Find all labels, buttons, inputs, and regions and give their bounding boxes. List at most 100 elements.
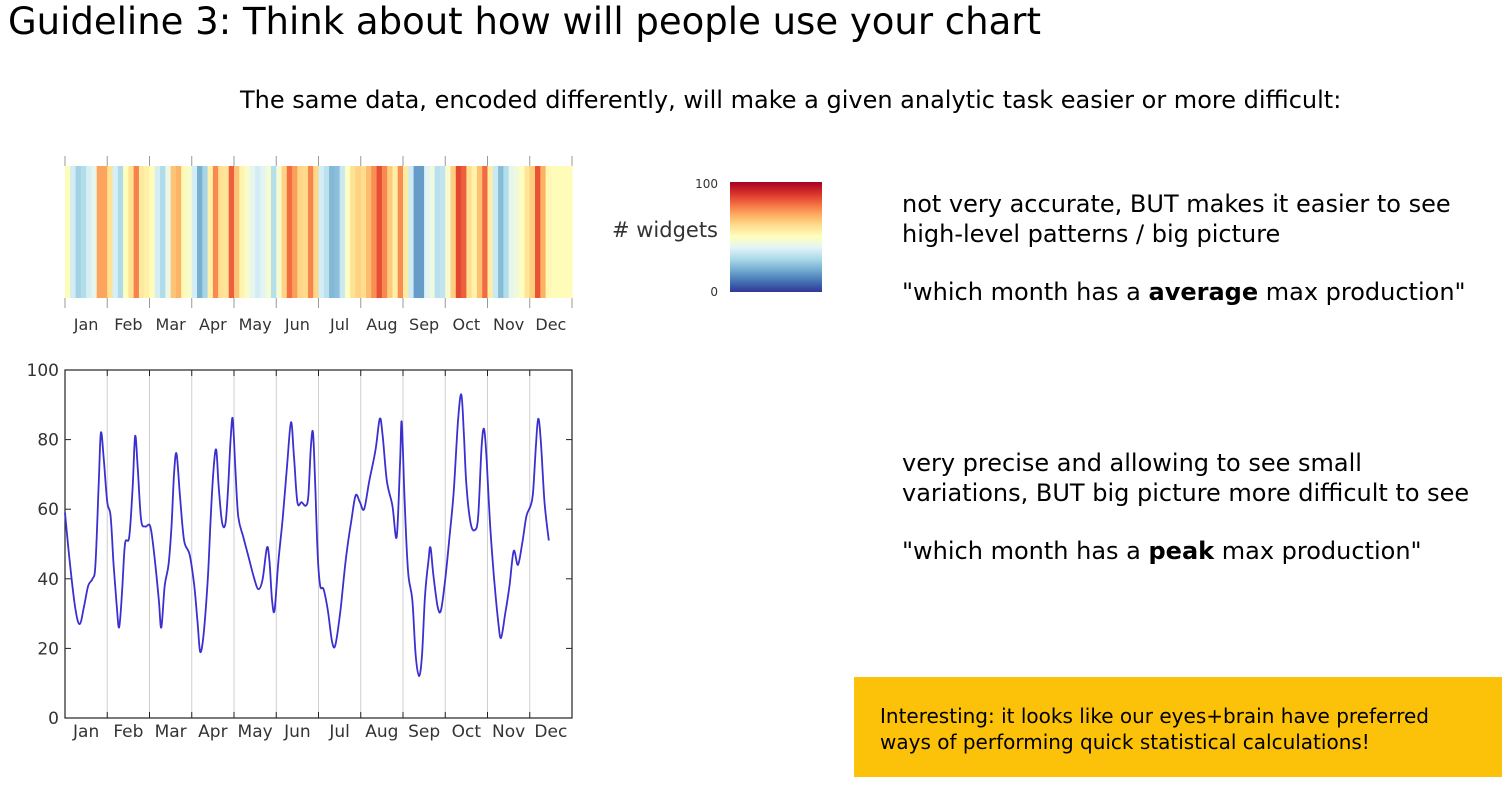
slide-title: Guideline 3: Think about how will people…	[8, 0, 1041, 43]
heatmap-stripe	[218, 166, 225, 298]
heatmap-stripe	[413, 166, 420, 298]
heatmap-stripe	[160, 166, 166, 298]
line-question-keyword: peak	[1148, 537, 1215, 565]
heatmap-stripe	[313, 166, 320, 298]
heatmap-stripe	[117, 166, 124, 298]
heatmap-stripe	[350, 166, 357, 298]
heatmap-month-label: Feb	[114, 315, 142, 334]
x-month-label: Aug	[365, 722, 398, 742]
heatmap-stripe	[91, 166, 98, 298]
heatmap-stripe	[492, 166, 499, 298]
heatmap-month-label: Aug	[366, 315, 397, 334]
heatmap-stripe	[186, 166, 193, 298]
heatmap-stripe	[80, 166, 87, 298]
heatmap-stripe	[397, 166, 404, 298]
heatmap-month-label: Nov	[493, 315, 524, 334]
heatmap-stripe	[339, 166, 346, 298]
heatmap-stripe	[461, 166, 467, 298]
heatmap-stripe	[540, 166, 547, 298]
colorbar: 100 0 # widgets	[612, 177, 822, 299]
heatmap-stripe	[181, 166, 188, 298]
line-question: "which month has a peak max production"	[902, 537, 1422, 565]
heatmap-stripe	[503, 166, 510, 298]
heatmap-stripe	[439, 166, 446, 298]
heatmap-stripe	[387, 166, 394, 298]
x-month-label: Apr	[198, 722, 227, 742]
heatmap-stripe	[212, 166, 219, 298]
heatmap-stripe	[408, 166, 415, 298]
heatmap-month-label: Apr	[199, 315, 227, 334]
heatmap-stripe	[381, 166, 388, 298]
heatmap-stripe	[371, 166, 378, 298]
x-month-label: Nov	[492, 722, 525, 742]
heatmap-stripe	[392, 166, 399, 298]
heatmap-stripe	[366, 166, 372, 298]
heatmap-stripe	[265, 166, 272, 298]
heatmap-stripe	[334, 166, 341, 298]
colorbar-min-label: 0	[710, 285, 718, 299]
line-note-line-2: variations, BUT big picture more difficu…	[902, 479, 1470, 507]
heatmap-stripe	[566, 166, 573, 298]
heatmap-stripe	[202, 166, 209, 298]
heatmap-month-label: Jul	[329, 315, 349, 334]
heatmap-stripe	[482, 166, 489, 298]
heatmap-stripe	[297, 166, 304, 298]
heatmap-stripe	[107, 166, 114, 298]
heatmap-stripe	[513, 166, 520, 298]
heatmap-stripe	[323, 166, 330, 298]
colorbar-gradient	[730, 182, 822, 292]
heatmap-stripe	[133, 166, 140, 298]
heatmap-stripe	[144, 166, 151, 298]
y-tick-label: 60	[37, 500, 59, 520]
heatmap-stripe	[70, 166, 77, 298]
heatmap-stripe	[476, 166, 483, 298]
heatmap-stripe	[344, 166, 351, 298]
heatmap-stripe	[65, 166, 71, 298]
callout-line-2: ways of performing quick statistical cal…	[880, 730, 1370, 754]
insight-callout: Interesting: it looks like our eyes+brai…	[854, 677, 1502, 777]
heatmap-stripe	[434, 166, 441, 298]
y-tick-label: 100	[27, 361, 59, 381]
heatmap-stripe	[239, 166, 246, 298]
heatmap-stripe	[519, 166, 526, 298]
heatmap-stripe	[86, 166, 93, 298]
heatmap-stripe	[270, 166, 277, 298]
heatmap-stripe	[138, 166, 145, 298]
heatmap-stripe	[318, 166, 325, 298]
line-note-line-1: very precise and allowing to see small	[902, 449, 1362, 477]
heatmap-stripe	[165, 166, 172, 298]
heatmap-stripe	[276, 166, 283, 298]
heatmap-stripe	[487, 166, 494, 298]
x-month-label: Jan	[72, 722, 99, 742]
heatmap-stripe	[286, 166, 293, 298]
heatmap-stripe	[101, 166, 108, 298]
heatmap-stripe	[498, 166, 504, 298]
heatmap-stripe	[207, 166, 214, 298]
heatmap-month-label: Jan	[73, 315, 99, 334]
heatmap-question-keyword: average	[1148, 278, 1259, 306]
x-month-label: Mar	[155, 722, 187, 742]
heatmap-month-label: Dec	[535, 315, 566, 334]
heatmap-stripe	[128, 166, 135, 298]
heatmap-stripe	[524, 166, 531, 298]
heatmap-note-line-1: not very accurate, BUT makes it easier t…	[902, 190, 1451, 218]
line-chart: 0 20 40 60 80 100 Jan Feb Mar Apr May Jun Jul Aug Sep O…	[27, 361, 573, 742]
heatmap-stripe	[307, 166, 314, 298]
colorbar-max-label: 100	[695, 177, 718, 191]
heatmap-stripe	[154, 166, 161, 298]
heatmap-stripe	[260, 166, 267, 298]
heatmap-stripe	[450, 166, 457, 298]
heatmap-chart: Jan Feb Mar Apr May Jun Jul Aug Sep Oct Nov Dec	[64, 156, 573, 334]
heatmap-stripe	[550, 166, 557, 298]
y-tick-label: 20	[37, 639, 59, 659]
heatmap-stripe	[302, 166, 309, 298]
heatmap-stripe	[466, 166, 473, 298]
heatmap-stripe	[376, 166, 383, 298]
heatmap-stripe	[123, 166, 129, 298]
heatmap-stripe	[234, 166, 240, 298]
heatmap-stripe	[429, 166, 436, 298]
heatmap-stripe	[149, 166, 156, 298]
x-month-label: Jun	[283, 722, 311, 742]
heatmap-stripe	[244, 166, 251, 298]
x-month-label: Oct	[452, 722, 482, 742]
